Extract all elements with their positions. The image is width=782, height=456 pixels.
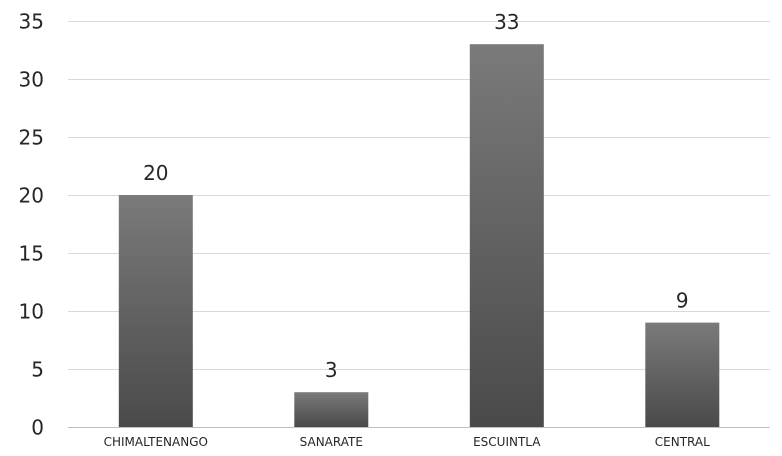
bar-escuintla	[469, 44, 544, 427]
data-label-chimaltenango: 20	[143, 161, 168, 185]
data-label-sanarate: 3	[325, 358, 338, 382]
y-tick-label: 15	[19, 242, 44, 266]
data-label-escuintla: 33	[494, 10, 519, 34]
bar-sanarate	[294, 392, 369, 427]
x-tick-label-sanarate: SANARATE	[300, 435, 363, 449]
x-tick-label-central: CENTRAL	[655, 435, 710, 449]
y-tick-label: 20	[19, 184, 44, 208]
y-axis-tick-labels: 0 5 10 15 20 25 30 35	[19, 10, 44, 440]
data-label-central: 9	[676, 289, 689, 313]
x-tick-label-chimaltenango: CHIMALTENANGO	[104, 435, 208, 449]
x-tick-label-escuintla: ESCUINTLA	[473, 435, 541, 449]
y-tick-label: 0	[31, 416, 44, 440]
bar-chimaltenango	[118, 195, 193, 427]
bars	[118, 44, 720, 427]
x-axis-tick-labels: CHIMALTENANGO SANARATE ESCUINTLA CENTRAL	[104, 435, 710, 449]
y-tick-label: 35	[19, 10, 44, 34]
y-tick-label: 25	[19, 126, 44, 150]
y-tick-label: 5	[31, 358, 44, 382]
bar-central	[645, 322, 720, 427]
y-tick-label: 30	[19, 68, 44, 92]
y-tick-label: 10	[19, 300, 44, 324]
